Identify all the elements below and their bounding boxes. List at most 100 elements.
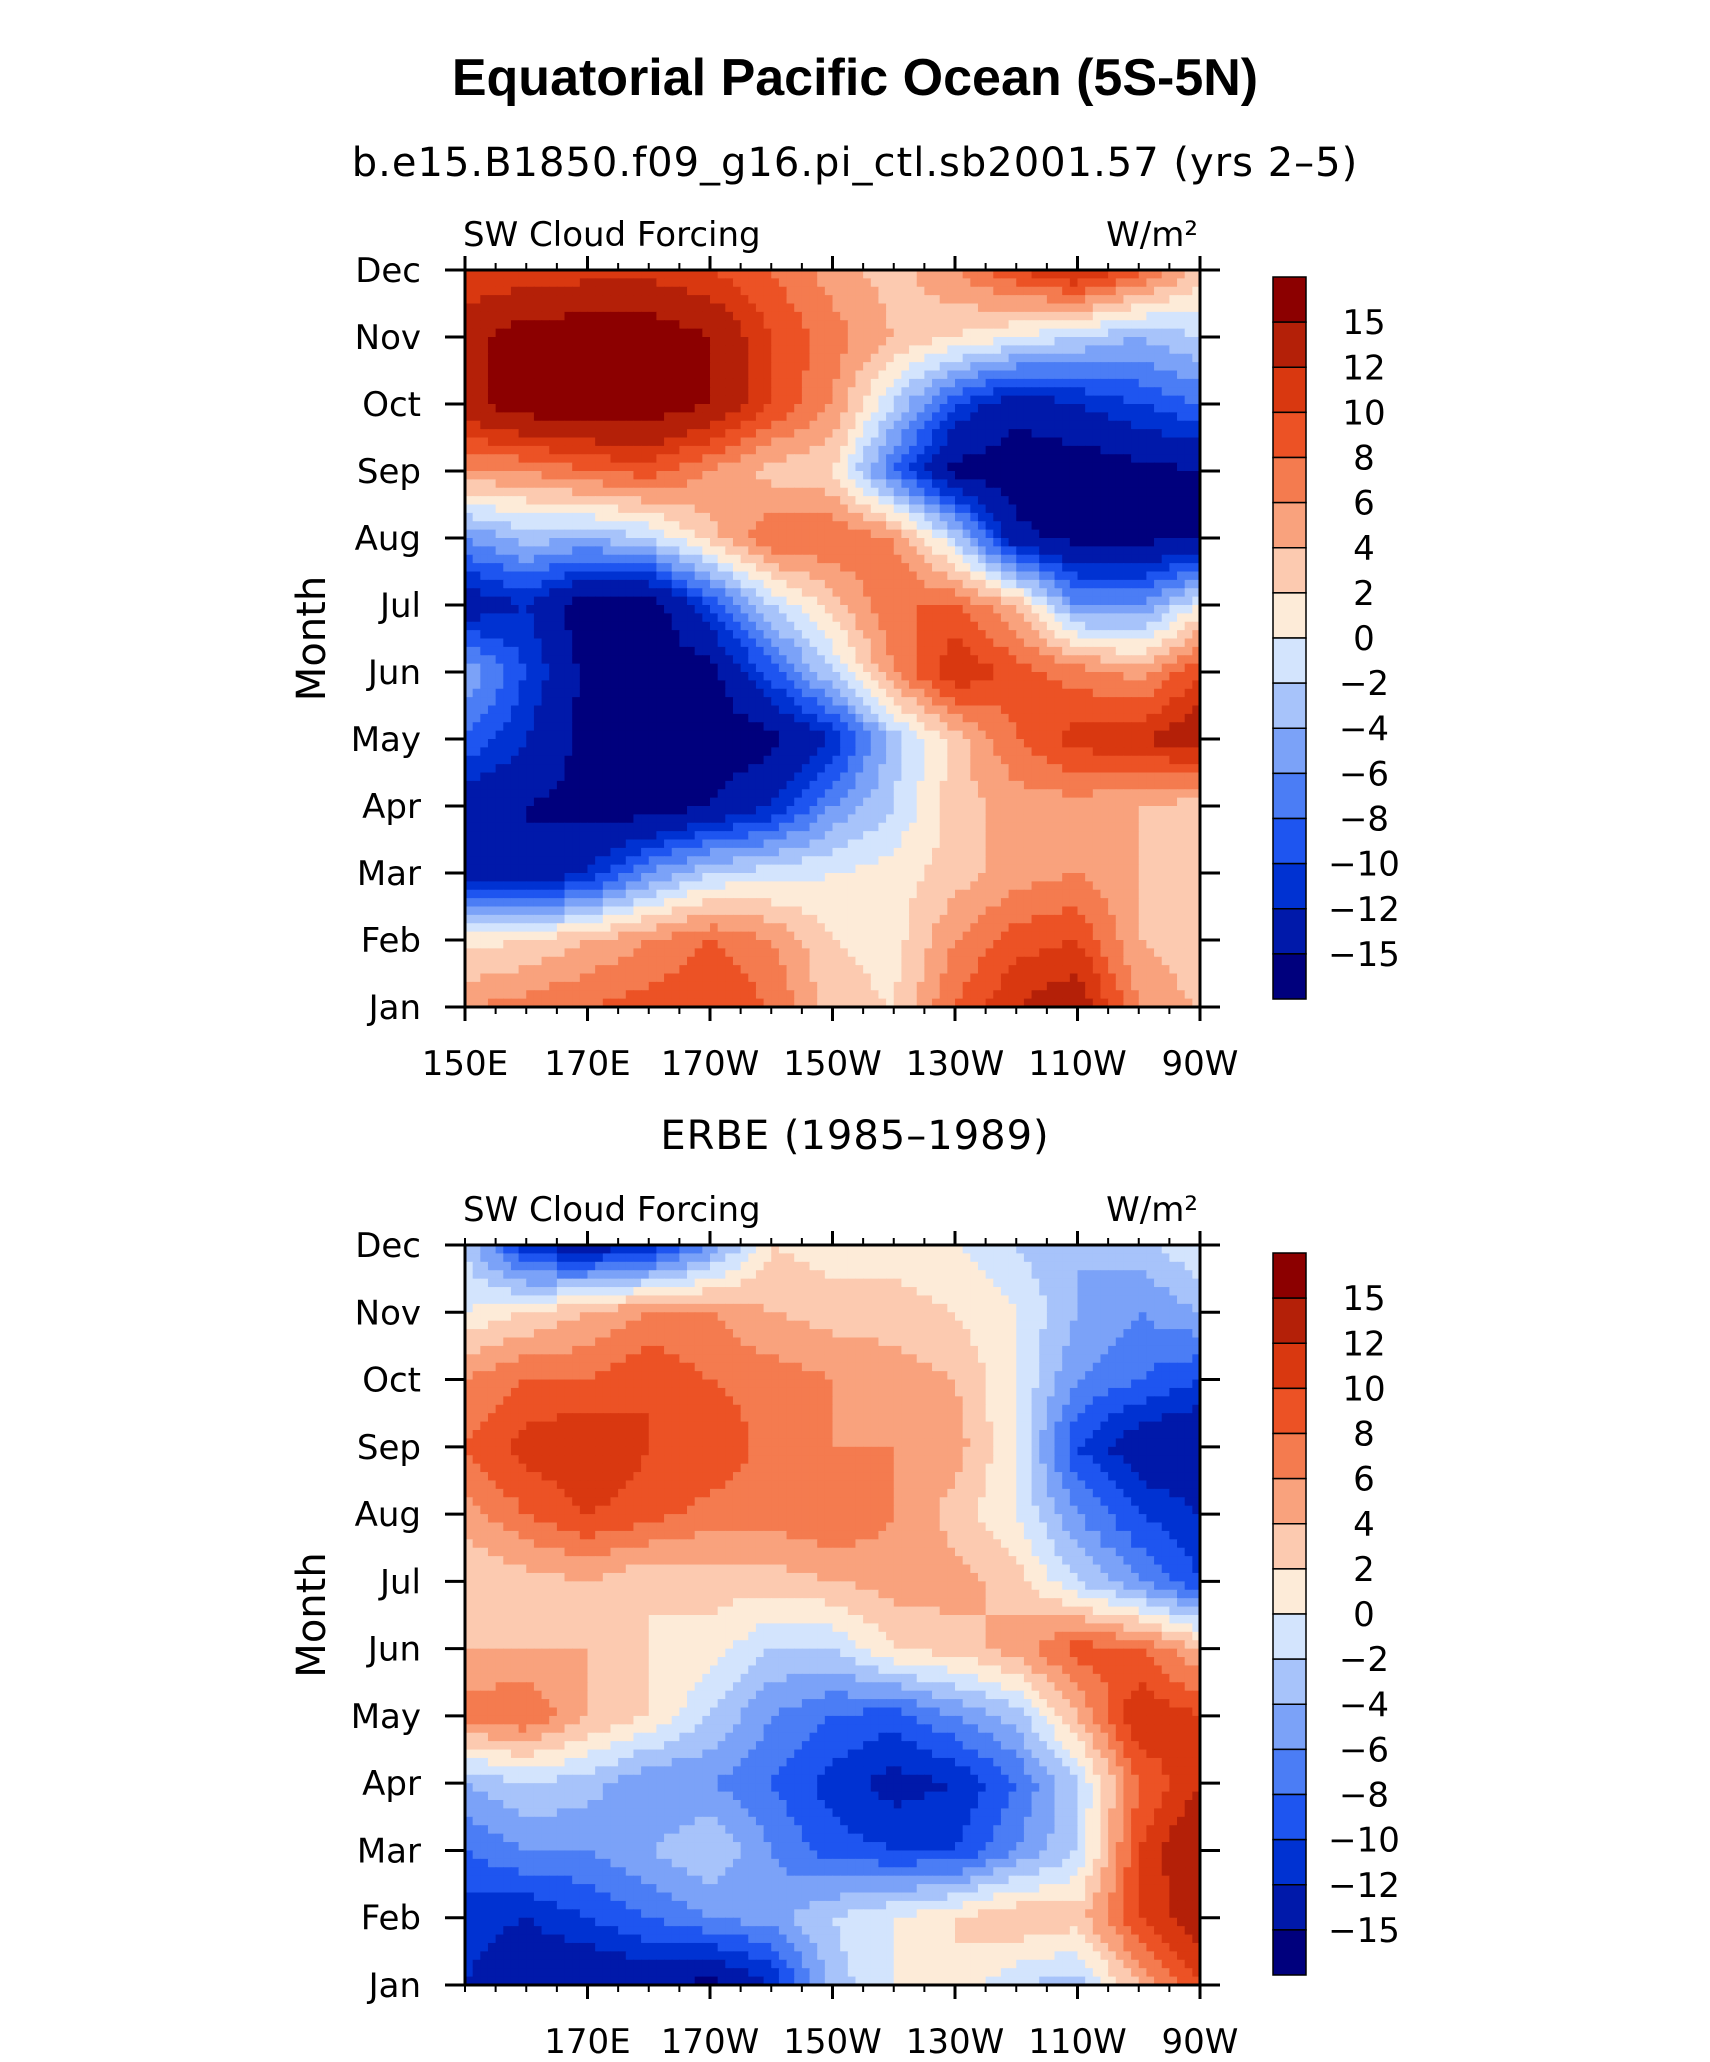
heatmap-cell bbox=[840, 295, 849, 305]
heatmap-cell bbox=[863, 278, 872, 288]
heatmap-cell bbox=[847, 270, 857, 279]
heatmap-cell bbox=[572, 270, 581, 279]
heatmap-cell bbox=[893, 270, 903, 279]
heatmap-cell bbox=[572, 295, 581, 305]
panel-1-subtitle: b.e15.B1850.f09_g16.pi_ctl.sb2001.57 (yr… bbox=[351, 140, 1359, 186]
heatmap-cell bbox=[618, 278, 627, 288]
heatmap-cell bbox=[465, 270, 474, 279]
heatmap-cell bbox=[1031, 270, 1040, 279]
heatmap-cell bbox=[633, 278, 642, 288]
heatmap-cell bbox=[495, 278, 504, 288]
heatmap-cell bbox=[625, 295, 635, 305]
heatmap-cell bbox=[465, 278, 474, 288]
heatmap-cell bbox=[817, 278, 826, 288]
heatmap-cell bbox=[924, 278, 933, 288]
heatmap-cell bbox=[510, 286, 520, 296]
heatmap-cell bbox=[855, 295, 864, 305]
heatmap-cell bbox=[1146, 278, 1155, 288]
heatmap-cell bbox=[610, 295, 619, 305]
heatmap-cell bbox=[541, 270, 550, 279]
heatmap-cell bbox=[985, 286, 994, 296]
heatmap-cell bbox=[1177, 286, 1186, 296]
heatmap-cell bbox=[1184, 295, 1193, 305]
heatmap-cell bbox=[985, 278, 994, 288]
heatmap-cell bbox=[687, 278, 696, 288]
heatmap-cell bbox=[648, 286, 658, 296]
heatmap-cell bbox=[1154, 286, 1163, 296]
heatmap-cell bbox=[641, 278, 650, 288]
heatmap-cell bbox=[694, 295, 703, 305]
heatmap-cell bbox=[1169, 270, 1178, 279]
heatmap-cell bbox=[1062, 295, 1071, 305]
heatmap-cell bbox=[679, 303, 688, 313]
heatmap-cell bbox=[1008, 295, 1017, 305]
heatmap-cell bbox=[932, 286, 941, 296]
heatmap-cell bbox=[886, 303, 895, 313]
heatmap-cell bbox=[702, 286, 711, 296]
heatmap-cell bbox=[533, 303, 543, 313]
heatmap-cell bbox=[526, 270, 535, 279]
heatmap-cell bbox=[1123, 295, 1132, 305]
heatmap-cell bbox=[1016, 286, 1025, 296]
heatmap-cell bbox=[763, 270, 772, 279]
heatmap-cell bbox=[1062, 278, 1071, 288]
heatmap-cell bbox=[932, 295, 941, 305]
heatmap-cell bbox=[648, 270, 658, 279]
heatmap-cell bbox=[977, 295, 987, 305]
heatmap-cell bbox=[702, 303, 711, 313]
heatmap-cell bbox=[648, 278, 658, 288]
heatmap-cell bbox=[1169, 295, 1178, 305]
heatmap-cell bbox=[1031, 278, 1040, 288]
heatmap-cell bbox=[993, 286, 1002, 296]
heatmap-cell bbox=[556, 303, 566, 313]
heatmap-cell bbox=[541, 303, 550, 313]
heatmap-cell bbox=[710, 270, 719, 279]
heatmap-cell bbox=[648, 303, 658, 313]
heatmap-cell bbox=[1023, 286, 1033, 296]
heatmap-cell bbox=[687, 295, 696, 305]
heatmap-cell bbox=[1154, 270, 1163, 279]
heatmap-cell bbox=[985, 295, 994, 305]
heatmap-cell bbox=[962, 295, 971, 305]
heatmap-cell bbox=[878, 295, 887, 305]
heatmap-cell bbox=[870, 270, 880, 279]
heatmap-cell bbox=[633, 270, 642, 279]
heatmap-cell bbox=[1169, 278, 1178, 288]
heatmap-cell bbox=[610, 303, 619, 313]
heatmap-cell bbox=[472, 303, 481, 313]
heatmap-cell bbox=[1054, 270, 1063, 279]
heatmap-cell bbox=[763, 278, 772, 288]
heatmap-cell bbox=[595, 286, 604, 296]
heatmap-cell bbox=[1123, 270, 1132, 279]
heatmap-cell bbox=[809, 270, 818, 279]
heatmap-cell bbox=[778, 278, 788, 288]
heatmap-cell bbox=[870, 286, 880, 296]
heatmap-cell bbox=[679, 270, 688, 279]
heatmap-cell bbox=[847, 295, 857, 305]
heatmap-cell bbox=[748, 278, 757, 288]
heatmap-cell bbox=[863, 286, 872, 296]
heatmap-cell bbox=[710, 286, 719, 296]
heatmap-cell bbox=[786, 270, 795, 279]
heatmap-cell bbox=[801, 278, 811, 288]
heatmap-cell bbox=[763, 295, 772, 305]
heatmap-cell bbox=[656, 286, 665, 296]
heatmap-cell bbox=[587, 303, 596, 313]
heatmap-cell bbox=[717, 295, 726, 305]
heatmap-cell bbox=[1039, 278, 1048, 288]
heatmap-cell bbox=[487, 278, 497, 288]
heatmap-cell bbox=[503, 278, 512, 288]
heatmap-cell bbox=[1054, 278, 1063, 288]
main-title: Equatorial Pacific Ocean (5S-5N) bbox=[451, 49, 1259, 107]
heatmap-cell bbox=[1092, 295, 1102, 305]
heatmap-cell bbox=[710, 295, 719, 305]
heatmap-cell bbox=[472, 286, 481, 296]
heatmap-cell bbox=[671, 270, 680, 279]
heatmap-cell bbox=[618, 295, 627, 305]
heatmap-cell bbox=[602, 270, 612, 279]
heatmap-cell bbox=[786, 303, 795, 313]
heatmap-cell bbox=[748, 295, 757, 305]
heatmap-cell bbox=[587, 278, 596, 288]
heatmap-cell bbox=[832, 286, 841, 296]
heatmap-cell bbox=[1177, 295, 1186, 305]
